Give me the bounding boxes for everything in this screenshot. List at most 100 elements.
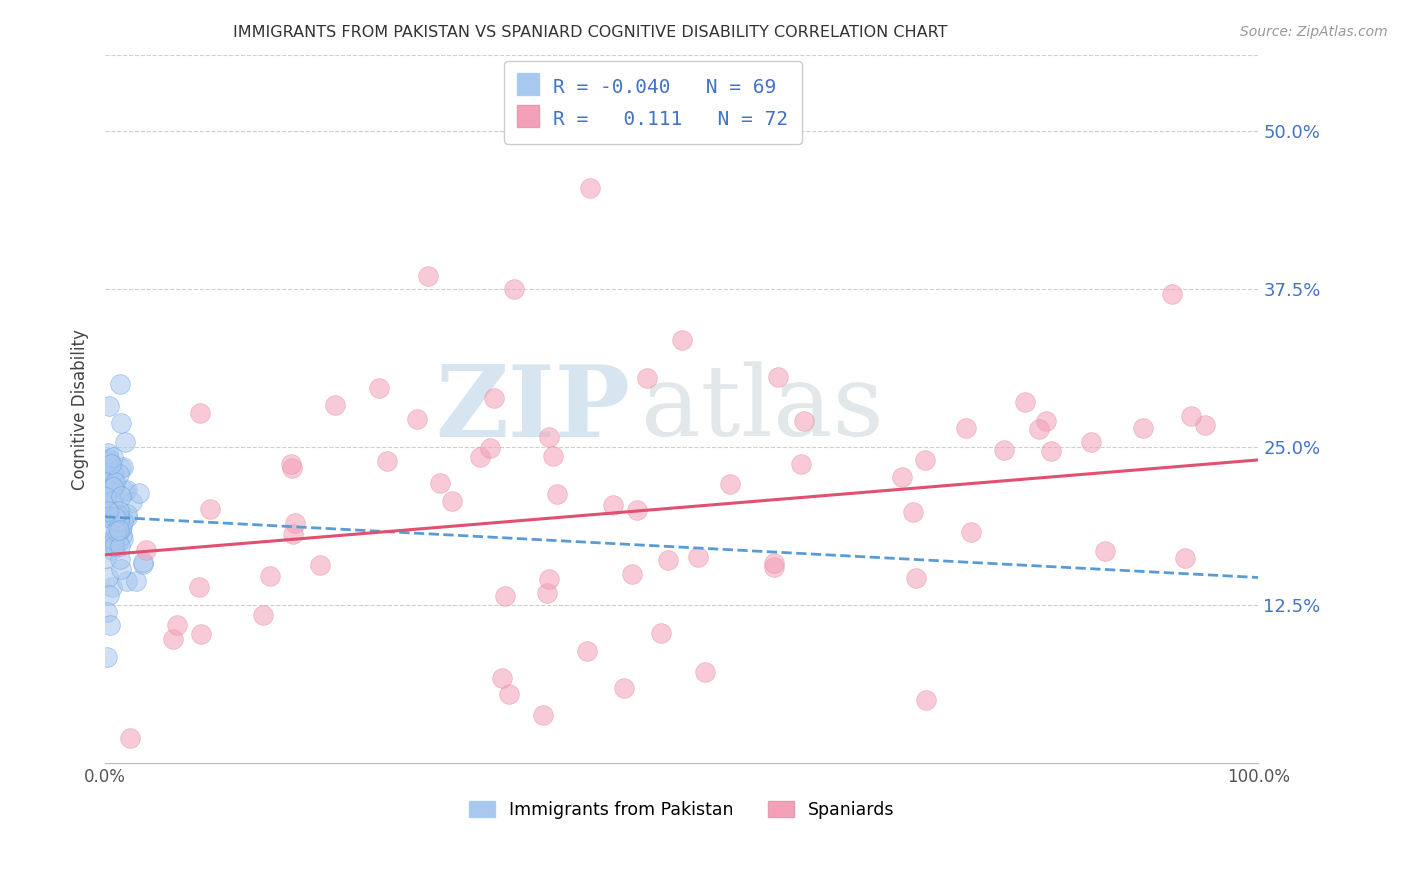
Point <box>103 539 125 553</box>
Point <box>993 443 1015 458</box>
Point <box>890 470 912 484</box>
Point <box>503 282 526 296</box>
Point <box>101 467 124 481</box>
Point <box>281 527 304 541</box>
Point <box>110 562 132 576</box>
Text: IMMIGRANTS FROM PAKISTAN VS SPANIARD COGNITIVE DISABILITY CORRELATION CHART: IMMIGRANTS FROM PAKISTAN VS SPANIARD COG… <box>233 25 948 40</box>
Point <box>97 455 120 469</box>
Point <box>955 421 977 435</box>
Point <box>132 557 155 571</box>
Point <box>114 435 136 450</box>
Point <box>101 472 124 486</box>
Point <box>108 508 131 523</box>
Text: ZIP: ZIP <box>434 360 630 458</box>
Point <box>440 494 463 508</box>
Point <box>97 470 120 484</box>
Point <box>104 505 127 519</box>
Point <box>914 453 936 467</box>
Point <box>112 459 135 474</box>
Point <box>115 574 138 588</box>
Point <box>602 498 624 512</box>
Point <box>1174 551 1197 566</box>
Point <box>1039 444 1062 458</box>
Point <box>636 370 658 384</box>
Point <box>1194 417 1216 432</box>
Point <box>280 457 302 471</box>
Point <box>110 461 132 475</box>
Point <box>1035 414 1057 428</box>
Point <box>110 489 132 503</box>
Point <box>112 532 135 546</box>
Point <box>108 504 131 518</box>
Point <box>915 693 938 707</box>
Point <box>100 580 122 594</box>
Point <box>104 538 127 552</box>
Point <box>578 181 600 195</box>
Point <box>621 566 644 581</box>
Point <box>97 399 120 413</box>
Point <box>114 483 136 498</box>
Point <box>613 681 636 695</box>
Point <box>97 524 120 538</box>
Point <box>103 510 125 524</box>
Point <box>1028 422 1050 436</box>
Point <box>115 510 138 524</box>
Point <box>482 391 505 405</box>
Point <box>97 446 120 460</box>
Point <box>763 560 786 574</box>
Point <box>108 552 131 566</box>
Point <box>94 491 117 505</box>
Point <box>110 416 132 430</box>
Point <box>537 573 560 587</box>
Point <box>103 480 125 494</box>
Point <box>111 528 134 542</box>
Point <box>162 632 184 646</box>
Point <box>536 585 558 599</box>
Point <box>1161 287 1184 301</box>
Point <box>121 494 143 508</box>
Point <box>132 555 155 569</box>
Point <box>125 574 148 588</box>
Point <box>281 461 304 475</box>
Point <box>252 608 274 623</box>
Point <box>718 477 741 491</box>
Point <box>903 505 925 519</box>
Point <box>1014 394 1036 409</box>
Point <box>98 618 121 632</box>
Point <box>406 412 429 426</box>
Point <box>101 532 124 546</box>
Point <box>960 524 983 539</box>
Point <box>96 483 118 497</box>
Point <box>479 441 502 455</box>
Point <box>107 523 129 537</box>
Point <box>96 551 118 566</box>
Point <box>375 454 398 468</box>
Point <box>108 539 131 553</box>
Point <box>190 627 212 641</box>
Point <box>766 370 789 384</box>
Point <box>108 514 131 528</box>
Point <box>762 556 785 570</box>
Point <box>1094 544 1116 558</box>
Point <box>693 665 716 680</box>
Point <box>96 605 118 619</box>
Point <box>533 708 555 723</box>
Point <box>115 483 138 497</box>
Point <box>188 406 211 420</box>
Point <box>1080 435 1102 450</box>
Point <box>671 333 693 347</box>
Point <box>166 617 188 632</box>
Point <box>100 542 122 557</box>
Point <box>97 588 120 602</box>
Point <box>107 467 129 481</box>
Point <box>107 535 129 549</box>
Point <box>120 731 142 746</box>
Point <box>491 671 513 685</box>
Point <box>104 475 127 490</box>
Point <box>468 450 491 464</box>
Point <box>97 569 120 583</box>
Point <box>537 430 560 444</box>
Point <box>103 478 125 492</box>
Point <box>259 569 281 583</box>
Point <box>111 519 134 533</box>
